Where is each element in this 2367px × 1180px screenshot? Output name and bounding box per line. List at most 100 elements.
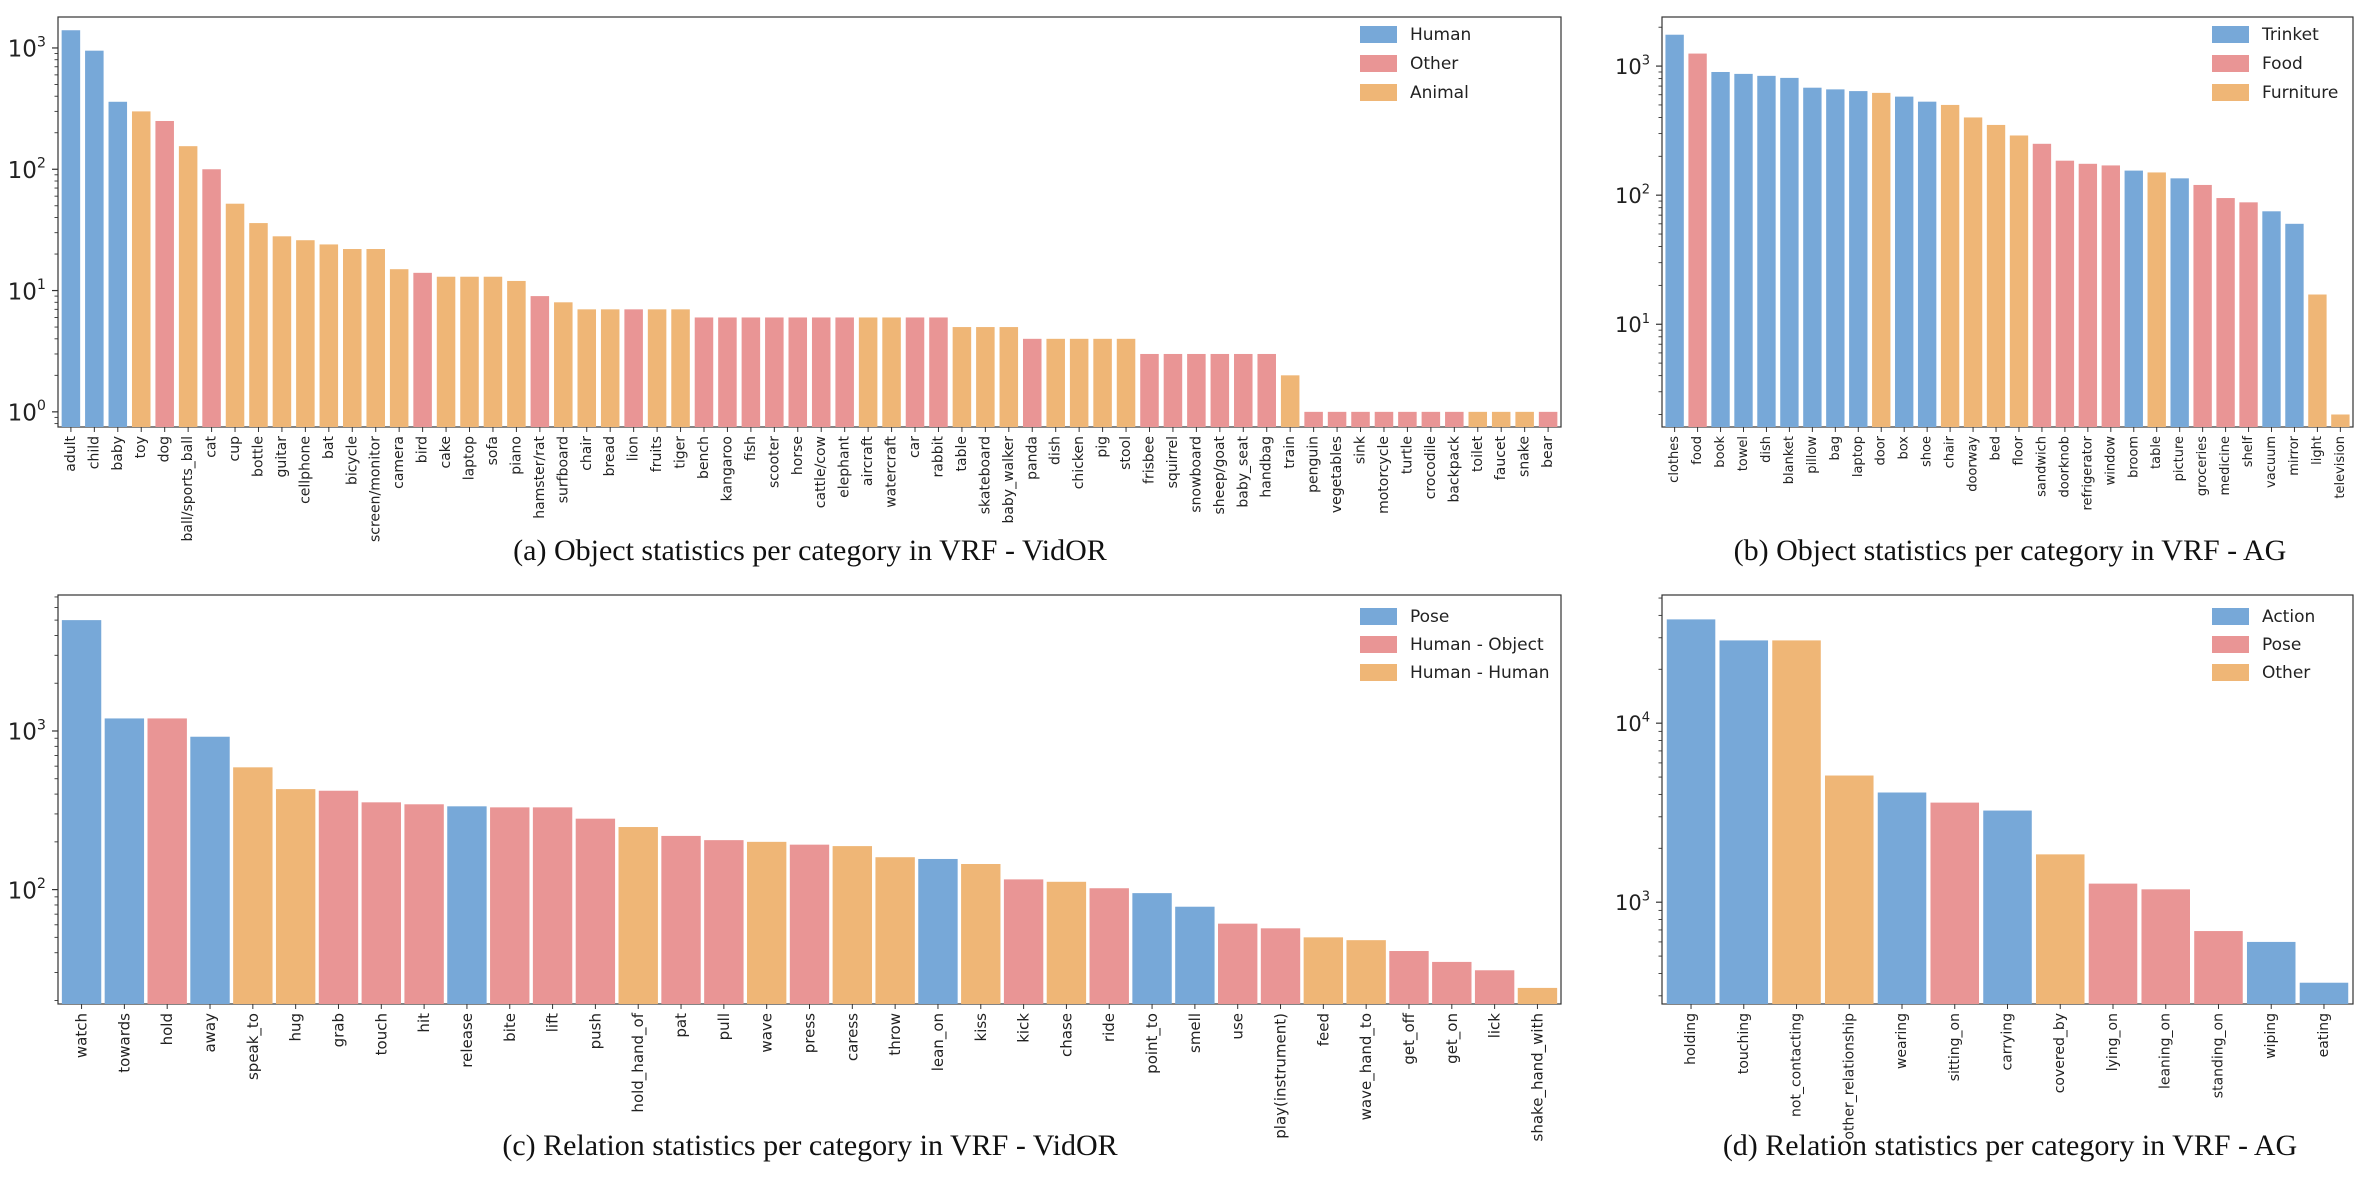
bar-elephant xyxy=(835,317,854,427)
bar-ride xyxy=(1089,888,1129,1004)
bar-kangaroo xyxy=(718,317,737,427)
bar-scooter xyxy=(765,317,784,427)
bar-hamster-rat xyxy=(530,296,550,427)
bar-hit xyxy=(404,804,444,1004)
x-tick-label: dish xyxy=(1048,436,1064,465)
x-tick-label: lick xyxy=(1486,1013,1504,1039)
bar-standing-on xyxy=(2194,931,2243,1004)
x-tick-label: standing_on xyxy=(2210,1013,2226,1098)
bar-mirror xyxy=(2285,223,2304,427)
x-tick-label: hit xyxy=(415,1013,433,1033)
bar-handbag xyxy=(1257,353,1276,427)
x-tick-label: backpack xyxy=(1446,435,1462,502)
legend-swatch xyxy=(2212,636,2249,653)
bar-toilet xyxy=(1468,411,1488,427)
y-tick-label: 103 xyxy=(8,717,46,745)
bar-leaning-on xyxy=(2141,889,2190,1004)
x-tick-label: bottle xyxy=(250,436,266,477)
bar-motorcycle xyxy=(1374,411,1394,427)
x-tick-label: wave xyxy=(758,1013,776,1053)
bar-bear xyxy=(1538,411,1558,427)
x-tick-label: watch xyxy=(73,1013,91,1058)
x-tick-label: table xyxy=(2149,436,2164,469)
bar-use xyxy=(1218,923,1258,1004)
x-tick-label: get_off xyxy=(1400,1012,1419,1064)
bar-hold xyxy=(147,718,187,1004)
bar-chair xyxy=(1940,104,1960,427)
x-tick-label: blanket xyxy=(1782,436,1797,484)
x-tick-label: not_contacting xyxy=(1789,1013,1805,1117)
bar-wiping xyxy=(2246,941,2296,1004)
x-tick-label: cup xyxy=(227,436,243,462)
bar-shoe xyxy=(1917,101,1937,428)
bar-throw xyxy=(875,857,915,1004)
bar-watch xyxy=(61,620,102,1004)
bar-get-off xyxy=(1389,951,1429,1004)
bar-other-relationship xyxy=(1825,775,1874,1004)
bar-wave xyxy=(746,841,787,1004)
y-tick-label: 102 xyxy=(8,876,46,904)
bar-lying-on xyxy=(2088,883,2138,1004)
bar-table xyxy=(952,327,972,427)
x-tick-label: bite xyxy=(501,1013,519,1042)
bar-sheep-goat xyxy=(1210,353,1230,427)
bar-kick xyxy=(1003,879,1044,1004)
chart-d: holding touching not_contacting other_relat… xyxy=(1615,594,2354,1162)
x-tick-label: skateboard xyxy=(977,436,993,514)
x-tick-label: crocodile xyxy=(1423,436,1439,499)
bar-panda xyxy=(1022,338,1042,427)
bar-faucet xyxy=(1491,411,1511,427)
x-tick-label: food xyxy=(1690,436,1705,465)
bar-medicine xyxy=(2216,198,2235,427)
x-tick-label: door xyxy=(1874,435,1889,465)
x-tick-label: wiping xyxy=(2263,1013,2279,1059)
x-tick-label: grab xyxy=(329,1013,347,1047)
x-tick-label: motorcycle xyxy=(1376,436,1392,514)
bar-bicycle xyxy=(343,249,362,427)
x-tick-label: bat xyxy=(321,436,337,459)
x-tick-label: baby_walker xyxy=(1001,436,1017,524)
bar-speak-to xyxy=(233,767,273,1004)
bar-skateboard xyxy=(976,327,995,427)
x-tick-label: guitar xyxy=(274,436,290,478)
plot-frame xyxy=(1661,16,2354,428)
bar-baby-walker xyxy=(999,327,1019,427)
bar-clothes xyxy=(1665,34,1684,428)
x-tick-label: broom xyxy=(2126,436,2141,478)
x-tick-label: picture xyxy=(2172,436,2187,481)
legend-swatch xyxy=(1360,608,1397,625)
x-tick-label: medicine xyxy=(2218,436,2233,496)
bar-doorway xyxy=(1963,117,1983,427)
x-tick-label: push xyxy=(586,1013,604,1049)
x-tick-label: kick xyxy=(1015,1013,1033,1043)
x-tick-label: lying_on xyxy=(2105,1013,2121,1071)
bar-lion xyxy=(624,309,643,427)
y-tick-label: 100 xyxy=(8,398,46,426)
x-tick-label: penguin xyxy=(1306,436,1322,493)
x-tick-label: book xyxy=(1713,436,1728,468)
bar-lick xyxy=(1474,970,1515,1004)
bar-light xyxy=(2308,294,2327,427)
x-tick-label: leaning_on xyxy=(2158,1013,2174,1089)
x-tick-label: camera xyxy=(391,436,407,489)
bar-dish xyxy=(1046,338,1065,427)
x-tick-label: hold_hand_of xyxy=(629,1012,648,1112)
bar-pillow xyxy=(1803,87,1822,427)
bar-sofa xyxy=(483,276,503,427)
legend-swatch xyxy=(2212,55,2249,72)
x-tick-label: hold xyxy=(158,1013,176,1045)
x-tick-label: cake xyxy=(438,436,454,469)
x-tick-label: sink xyxy=(1353,435,1369,464)
x-tick-label: snowboard xyxy=(1188,436,1204,513)
x-tick-label: cattle/cow xyxy=(813,436,829,508)
x-tick-label: cat xyxy=(204,435,220,457)
legend-swatch xyxy=(1360,636,1397,653)
x-tick-label: piano xyxy=(508,436,524,475)
bar-toy xyxy=(131,111,151,427)
x-tick-label: horse xyxy=(790,436,806,475)
x-tick-label: fruits xyxy=(649,436,665,472)
bar-sitting-on xyxy=(1930,802,1980,1004)
bar-rabbit xyxy=(929,317,948,427)
bar-surfboard xyxy=(554,302,573,427)
x-tick-label: window xyxy=(2103,436,2118,486)
